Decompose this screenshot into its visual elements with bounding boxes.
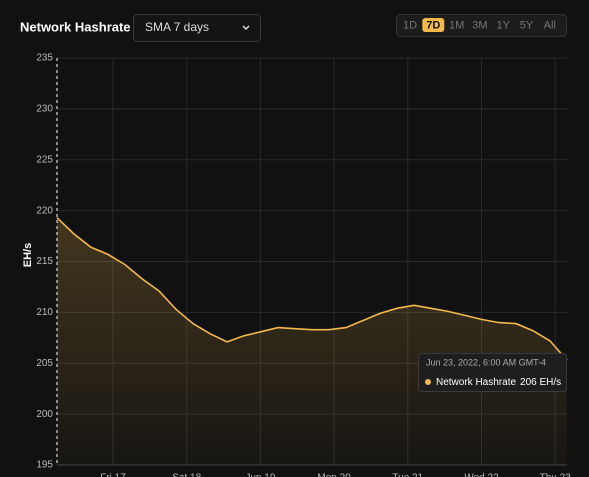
y-tick-label: 215 <box>36 256 53 267</box>
tooltip-series: Network Hashrate <box>436 377 516 388</box>
range-button[interactable]: 1Y <box>496 19 510 31</box>
tooltip-title: Jun 23, 2022, 6:00 AM GMT-4 <box>426 357 546 367</box>
chevron <box>242 25 250 31</box>
y-tick-label: 220 <box>36 205 53 216</box>
x-tick-label: Tue 21 <box>392 473 423 477</box>
y-tick-label: 225 <box>36 154 53 165</box>
x-tick-label: Sat 18 <box>172 473 201 477</box>
range-button[interactable]: 1M <box>449 19 464 31</box>
y-tick-label: 200 <box>36 409 53 420</box>
area-fill <box>57 217 567 465</box>
y-axis-label: EH/s <box>22 243 34 267</box>
range-active <box>422 18 445 32</box>
header-title: Network Hashrate <box>20 19 131 34</box>
y-tick-label: 235 <box>36 53 53 64</box>
x-tick-label: Wed 22 <box>464 473 499 477</box>
dropdown-label[interactable]: SMA 7 days <box>145 20 209 34</box>
y-tick-label: 205 <box>36 358 53 369</box>
x-tick-label: Thu 23 <box>540 473 572 477</box>
x-tick-label: Mon 20 <box>317 473 351 477</box>
range-button[interactable]: 3M <box>472 19 487 31</box>
y-tick-label: 195 <box>36 460 53 471</box>
tooltip-dot <box>425 379 431 385</box>
dropdown[interactable] <box>133 14 261 42</box>
x-tick-label: Jun 19 <box>245 473 275 477</box>
range-button[interactable]: 7D <box>426 19 440 31</box>
range-button[interactable]: 1D <box>403 19 417 31</box>
tooltip-label: Network Hashrate 206 EH/s <box>436 377 561 388</box>
range-button[interactable]: All <box>544 19 556 31</box>
range-button[interactable]: 5Y <box>520 19 534 31</box>
x-tick-label: Fri 17 <box>100 473 126 477</box>
series-line <box>56 217 568 361</box>
tooltip-value: 206 EH/s <box>520 377 561 388</box>
y-tick-label: 230 <box>36 104 53 115</box>
y-tick-label: 210 <box>36 307 53 318</box>
tooltip <box>418 353 567 392</box>
